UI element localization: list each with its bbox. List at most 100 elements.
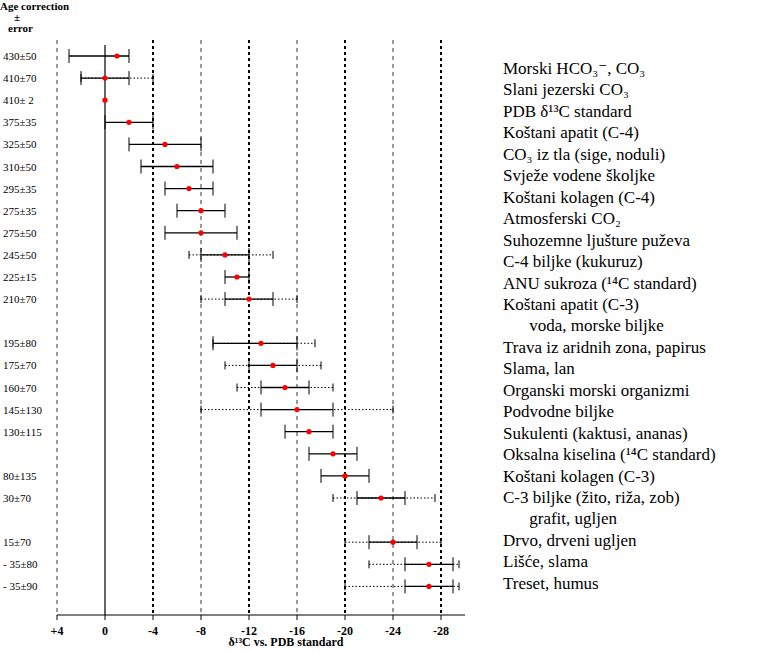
solid-range	[225, 292, 273, 306]
point	[426, 562, 431, 567]
point	[294, 407, 299, 412]
age-label: 145±130	[3, 404, 43, 416]
solid-range	[261, 403, 333, 417]
point	[198, 230, 203, 235]
age-label: 80±135	[3, 470, 37, 482]
category-label: Trava iz aridnih zona, papirus	[503, 338, 706, 357]
x-tick	[393, 615, 394, 620]
category-label: Slani jezerski CO₃	[503, 80, 629, 99]
category-label: C-3 biljke (žito, riža, zob) grafit, ugl…	[503, 488, 680, 528]
x-tick	[153, 615, 154, 620]
point	[258, 341, 263, 346]
grid-line	[104, 45, 105, 615]
grid-line	[440, 40, 442, 615]
solid-range	[285, 425, 333, 439]
age-label: 175±70	[3, 359, 37, 371]
solid-range	[177, 204, 225, 218]
age-label: 410± 2	[3, 94, 34, 106]
age-label: 325±50	[3, 138, 37, 150]
category-label: CO₃ iz tla (sige, noduli)	[503, 145, 665, 164]
solid-range	[321, 469, 369, 483]
category-label: Koštani kolagen (C-4)	[503, 188, 655, 207]
solid-range	[201, 248, 249, 262]
point	[342, 473, 347, 478]
point	[222, 252, 227, 257]
age-label: 130±115	[3, 426, 42, 438]
solid-range	[213, 336, 297, 350]
category-label: Svježe vodene školjke	[503, 166, 655, 185]
x-tick-label: -24	[385, 624, 401, 638]
point	[162, 142, 167, 147]
category-label: Podvodne biljke	[503, 402, 614, 421]
category-label: Koštani apatit (C-3) voda, morske biljke	[503, 295, 664, 335]
dotted-range	[369, 560, 459, 568]
solid-range	[261, 381, 309, 395]
solid-range	[165, 226, 237, 240]
age-header: Age correction±error	[0, 0, 69, 34]
age-label: - 35±80	[3, 558, 38, 570]
point	[198, 208, 203, 213]
grid-line	[393, 40, 394, 615]
x-tick-label: -4	[148, 624, 158, 638]
grid-line	[57, 40, 58, 615]
solid-range	[369, 535, 417, 549]
age-label: 310±50	[3, 161, 37, 173]
age-label: 295±35	[3, 183, 37, 195]
dotted-range	[213, 339, 315, 347]
x-tick-label: -8	[196, 624, 206, 638]
age-header-text: error	[8, 22, 33, 34]
category-label: Sukulenti (kaktusi, ananas)	[503, 424, 688, 443]
category-label: Treset, humus	[503, 574, 599, 593]
solid-range	[81, 71, 129, 85]
point	[102, 76, 107, 81]
x-tick	[105, 615, 106, 620]
category-label: Morski HCO₃⁻, CO₃	[503, 59, 645, 78]
solid-range	[405, 557, 453, 571]
solid-range	[309, 447, 357, 461]
x-tick-label: 0	[102, 624, 108, 638]
age-labels: 430±50410±70410± 2375±35325±50310±50295±…	[3, 50, 43, 592]
point	[246, 297, 251, 302]
marks	[69, 49, 459, 593]
point	[126, 120, 131, 125]
point	[330, 451, 335, 456]
age-label: 275±35	[3, 205, 37, 217]
x-tick	[249, 615, 250, 620]
dotted-range	[345, 582, 459, 590]
x-tick	[57, 615, 58, 620]
age-label: 160±70	[3, 382, 37, 394]
x-tick	[201, 615, 202, 620]
age-label: 375±35	[3, 116, 37, 128]
category-label: C-4 biljke (kukuruz)	[503, 252, 643, 271]
point	[102, 98, 107, 103]
point	[186, 186, 191, 191]
age-label: 275±50	[3, 227, 37, 239]
x-tick	[345, 615, 346, 620]
dotted-range	[333, 494, 435, 502]
point	[426, 584, 431, 589]
point	[378, 495, 383, 500]
age-label: 195±80	[3, 337, 37, 349]
category-label: Lišće, slama	[503, 552, 588, 571]
x-tick	[297, 615, 298, 620]
solid-range	[357, 491, 405, 505]
x-tick	[441, 615, 442, 620]
age-header-text: Age correction	[0, 0, 69, 12]
category-label: Atmosferski CO₂	[503, 209, 621, 228]
solid-range	[105, 115, 153, 129]
grid-line	[344, 40, 346, 615]
solid-range	[225, 270, 249, 284]
category-label: Oksalna kiselina (¹⁴C standard)	[503, 445, 716, 464]
dotted-range	[201, 406, 393, 414]
age-label: - 35±90	[3, 580, 38, 592]
age-label: 410±70	[3, 72, 37, 84]
category-label: Koštani kolagen (C-3)	[503, 467, 655, 486]
solid-range	[69, 49, 129, 63]
chart: Age correction±error+40-4-8-12-16-20-24-…	[0, 0, 763, 651]
category-label: ANU sukroza (¹⁴C standard)	[503, 274, 697, 293]
category-label: Organski morski organizmi	[503, 381, 690, 400]
x-axis-line	[57, 615, 465, 616]
point	[114, 53, 119, 58]
grid-line	[152, 40, 154, 615]
point	[270, 363, 275, 368]
